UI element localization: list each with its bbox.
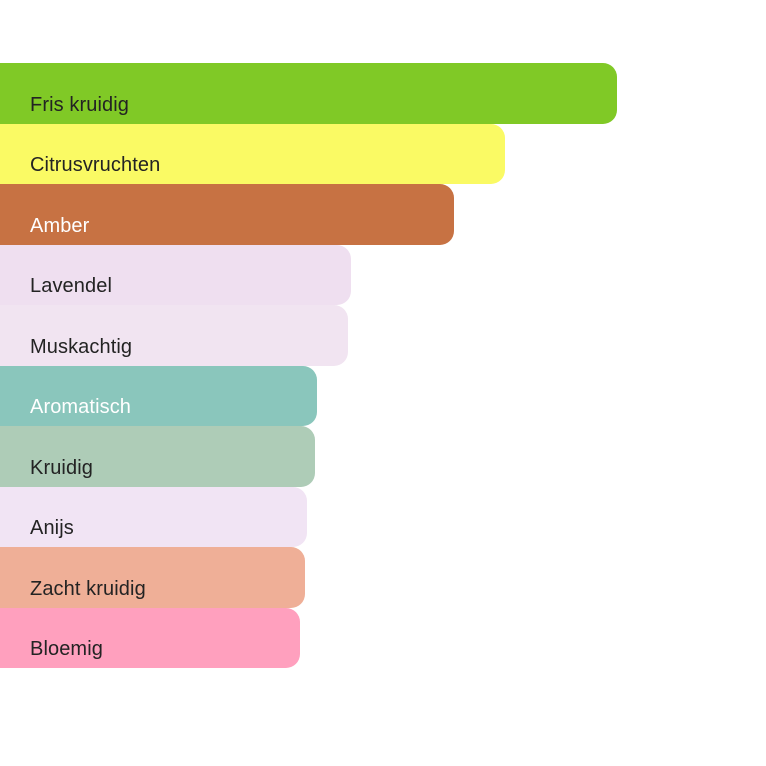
bar-label: Anijs bbox=[30, 517, 74, 539]
bar-shape bbox=[0, 547, 305, 608]
bar-label: Amber bbox=[30, 214, 90, 237]
bar-label: Fris kruidig bbox=[30, 93, 129, 116]
bar-label: Aromatisch bbox=[30, 396, 132, 418]
bar-row[interactable]: Zacht kruidig bbox=[0, 547, 305, 608]
bar-row[interactable]: Amber bbox=[0, 184, 454, 245]
bar-label: Muskachtig bbox=[30, 335, 133, 358]
bar-label: Citrusvruchten bbox=[30, 154, 161, 176]
bar-row[interactable]: Anijs bbox=[0, 486, 307, 547]
bar-row[interactable]: Bloemig bbox=[0, 607, 300, 668]
bar-row[interactable]: Citrusvruchten bbox=[0, 123, 505, 184]
bar-row[interactable]: Muskachtig bbox=[0, 305, 348, 366]
bar-shape bbox=[0, 607, 300, 668]
bar-shape bbox=[0, 305, 348, 366]
bar-shape bbox=[0, 426, 315, 487]
bar-label: Kruidig bbox=[30, 456, 93, 479]
bar-shape bbox=[0, 486, 307, 547]
bar-row[interactable]: Aromatisch bbox=[0, 365, 317, 426]
bar-shape bbox=[0, 123, 505, 184]
bar-row[interactable]: Lavendel bbox=[0, 244, 351, 305]
bar-row[interactable]: Kruidig bbox=[0, 426, 315, 487]
bar-row[interactable]: Fris kruidig bbox=[0, 63, 617, 124]
bar-shape bbox=[0, 63, 617, 124]
bar-label: Lavendel bbox=[30, 275, 112, 297]
bar-shape bbox=[0, 184, 454, 245]
bar-label: Bloemig bbox=[30, 638, 103, 660]
bar-shape bbox=[0, 365, 317, 426]
bar-shape bbox=[0, 244, 351, 305]
bar-label: Zacht kruidig bbox=[30, 577, 146, 600]
